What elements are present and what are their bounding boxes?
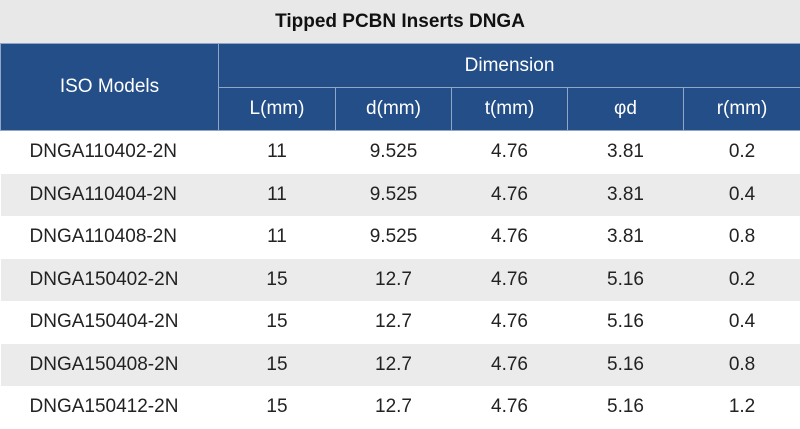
value-cell: 9.525 xyxy=(336,216,452,259)
value-cell: 5.16 xyxy=(568,386,684,429)
value-cell: 5.16 xyxy=(568,301,684,344)
value-cell: 15 xyxy=(219,301,336,344)
model-cell: DNGA150402-2N xyxy=(1,259,219,302)
model-cell: DNGA110402-2N xyxy=(1,131,219,174)
value-cell: 0.4 xyxy=(684,301,800,344)
group-header: Dimension xyxy=(219,44,800,88)
value-cell: 0.8 xyxy=(684,344,800,387)
value-cell: 5.16 xyxy=(568,259,684,302)
value-cell: 9.525 xyxy=(336,131,452,174)
value-cell: 9.525 xyxy=(336,174,452,217)
column-header: t(mm) xyxy=(452,88,568,131)
column-header: d(mm) xyxy=(336,88,452,131)
model-cell: DNGA150404-2N xyxy=(1,301,219,344)
value-cell: 4.76 xyxy=(452,131,568,174)
value-cell: 4.76 xyxy=(452,386,568,429)
column-header: L(mm) xyxy=(219,88,336,131)
model-cell: DNGA110408-2N xyxy=(1,216,219,259)
model-cell: DNGA150412-2N xyxy=(1,386,219,429)
column-header: φd xyxy=(568,88,684,131)
value-cell: 0.4 xyxy=(684,174,800,217)
value-cell: 15 xyxy=(219,344,336,387)
value-cell: 15 xyxy=(219,386,336,429)
model-cell: DNGA110404-2N xyxy=(1,174,219,217)
value-cell: 4.76 xyxy=(452,344,568,387)
value-cell: 3.81 xyxy=(568,216,684,259)
value-cell: 15 xyxy=(219,259,336,302)
column-header: r(mm) xyxy=(684,88,800,131)
value-cell: 12.7 xyxy=(336,301,452,344)
value-cell: 12.7 xyxy=(336,386,452,429)
value-cell: 12.7 xyxy=(336,259,452,302)
value-cell: 3.81 xyxy=(568,174,684,217)
table-title: Tipped PCBN Inserts DNGA xyxy=(0,0,800,43)
value-cell: 4.76 xyxy=(452,259,568,302)
model-cell: DNGA150408-2N xyxy=(1,344,219,387)
value-cell: 0.2 xyxy=(684,131,800,174)
value-cell: 11 xyxy=(219,131,336,174)
value-cell: 11 xyxy=(219,174,336,217)
column-header: ISO Models xyxy=(1,44,219,131)
value-cell: 4.76 xyxy=(452,216,568,259)
value-cell: 11 xyxy=(219,216,336,259)
value-cell: 4.76 xyxy=(452,174,568,217)
value-cell: 5.16 xyxy=(568,344,684,387)
value-cell: 1.2 xyxy=(684,386,800,429)
value-cell: 4.76 xyxy=(452,301,568,344)
value-cell: 0.2 xyxy=(684,259,800,302)
value-cell: 12.7 xyxy=(336,344,452,387)
value-cell: 0.8 xyxy=(684,216,800,259)
value-cell: 3.81 xyxy=(568,131,684,174)
